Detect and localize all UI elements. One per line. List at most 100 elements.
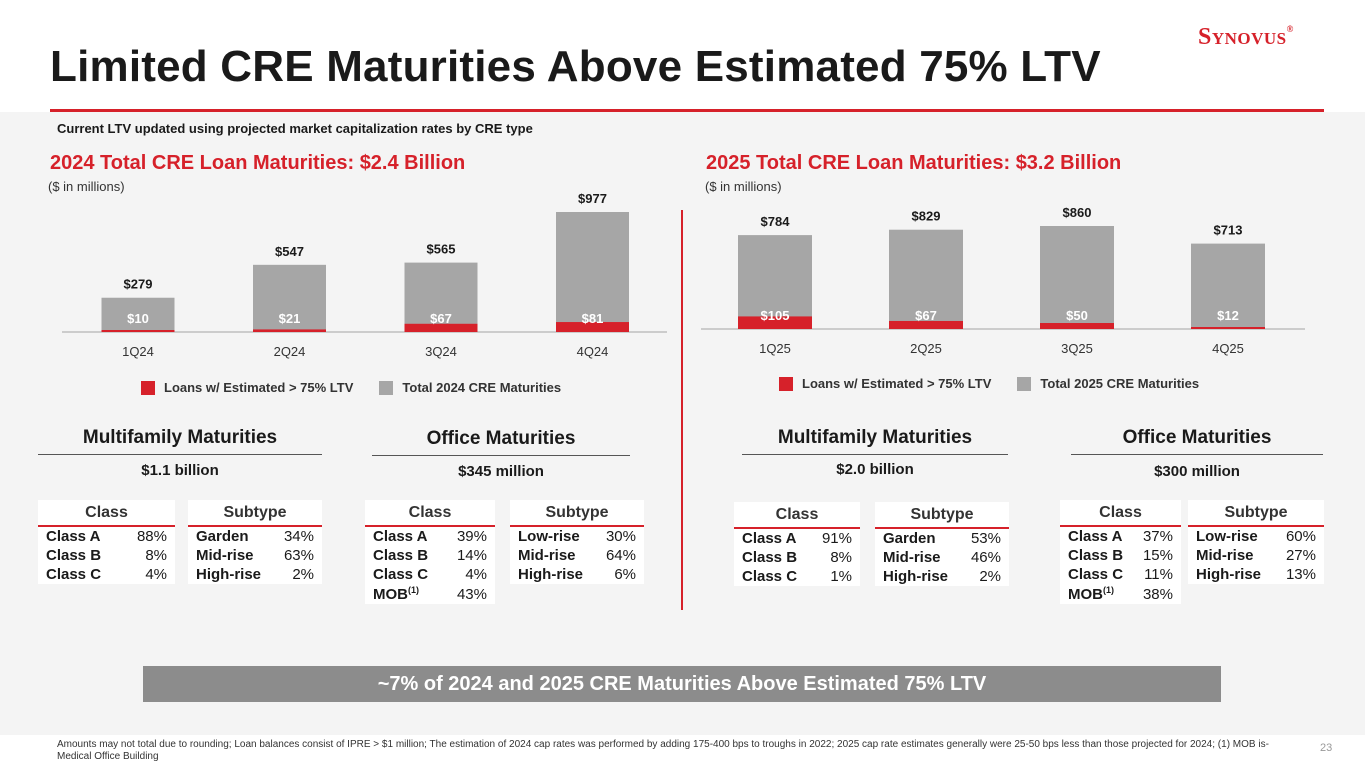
- row-value: 4%: [122, 565, 175, 584]
- row-value: 34%: [274, 526, 322, 546]
- footnote-marker: (1): [1103, 585, 1114, 595]
- total-bar: [1040, 226, 1114, 329]
- table-row: MOB(1) 43%: [365, 584, 495, 604]
- logo-text: Synovus: [1198, 24, 1287, 50]
- table-row: Class A 91%: [734, 528, 860, 548]
- table-row: High-rise 6%: [510, 565, 644, 584]
- office-2024-subtype-table: Subtype Low-rise 30% Mid-rise 64% High-ris…: [510, 500, 644, 584]
- x-tick-label: 3Q25: [1061, 341, 1093, 356]
- legend-swatch-gray: [379, 380, 394, 395]
- row-value: 46%: [961, 548, 1009, 567]
- row-value: 43%: [444, 584, 495, 604]
- office-2025-title: Office Maturities: [1122, 427, 1272, 448]
- row-label: Class B: [365, 546, 445, 565]
- x-tick-label: 4Q24: [577, 344, 609, 359]
- row-value: 39%: [444, 526, 495, 546]
- ltv-data-label: $10: [127, 311, 149, 326]
- footnote: Amounts may not total due to rounding; L…: [57, 739, 1269, 762]
- row-label: MOB(1): [1060, 584, 1135, 604]
- row-value: 63%: [274, 546, 322, 565]
- multifamily-2024-rule: [38, 454, 322, 455]
- row-value: 8%: [122, 546, 175, 565]
- legend-item-gray: Total 2024 CRE Maturities: [379, 380, 561, 395]
- table-row: Mid-rise 27%: [1188, 546, 1324, 565]
- multifamily-2024-title: Multifamily Maturities: [82, 427, 278, 448]
- mob-label: MOB: [373, 586, 408, 603]
- subheading: Current LTV updated using projected mark…: [57, 121, 533, 136]
- ltv-bar: [556, 322, 629, 332]
- office-2024-title: Office Maturities: [426, 428, 576, 449]
- table-row: High-rise 2%: [188, 565, 322, 584]
- multifamily-2025-subtype-table: Subtype Garden 53% Mid-rise 46% High-rise 2…: [875, 502, 1009, 586]
- row-value: 53%: [961, 528, 1009, 548]
- multifamily-2025-title: Multifamily Maturities: [777, 427, 973, 448]
- row-label: Class C: [1060, 565, 1135, 584]
- table-row: Garden 53%: [875, 528, 1009, 548]
- row-label: Class C: [734, 567, 812, 586]
- row-label: Class C: [38, 565, 123, 584]
- total-bar: [101, 297, 175, 332]
- title-rule: [50, 109, 1324, 112]
- row-label: High-rise: [510, 565, 597, 584]
- total-data-label: $279: [124, 277, 153, 292]
- table-row: Class C 4%: [38, 565, 175, 584]
- total-data-label: $713: [1214, 223, 1243, 238]
- multifamily-2025-rule: [742, 454, 1008, 455]
- table-row: Class C 4%: [365, 565, 495, 584]
- office-2024-total: $345 million: [458, 463, 544, 480]
- row-label: Mid-rise: [510, 546, 597, 565]
- legend-swatch-red: [141, 380, 155, 395]
- row-label: Low-rise: [1188, 526, 1276, 546]
- table-row: Mid-rise 64%: [510, 546, 644, 565]
- row-label: High-rise: [1188, 565, 1276, 584]
- class-header: Class: [38, 500, 175, 527]
- row-value: 37%: [1134, 526, 1181, 546]
- table-row: Class A 37%: [1060, 526, 1181, 546]
- office-2025-rule: [1071, 454, 1323, 455]
- office-2025-subtype-table: Subtype Low-rise 60% Mid-rise 27% High-ris…: [1188, 500, 1324, 584]
- table-row: Class B 15%: [1060, 546, 1181, 565]
- row-label: Class A: [38, 526, 123, 546]
- legend-label-gray: Total 2024 CRE Maturities: [402, 380, 562, 395]
- row-value: 1%: [811, 567, 860, 586]
- x-tick-label: 2Q25: [910, 341, 942, 356]
- legend-2025: Loans w/ Estimated > 75% LTV Total 2025 …: [779, 376, 1225, 391]
- row-value: 27%: [1275, 546, 1324, 565]
- synovus-logo: Synovus®: [1198, 24, 1294, 51]
- row-value: 30%: [596, 526, 644, 546]
- table-row: MOB(1) 38%: [1060, 584, 1181, 604]
- row-label: Class A: [734, 528, 812, 548]
- total-bar: [738, 235, 812, 329]
- row-value: 2%: [274, 565, 322, 584]
- x-tick-label: 1Q24: [122, 344, 154, 359]
- chart-2024: $279 $10 1Q24 $547 $21 2Q24 $565 $67 3Q24 $977 $81…: [62, 191, 667, 359]
- ltv-bar: [889, 320, 963, 329]
- total-bar: [253, 264, 326, 332]
- x-tick-label: 1Q25: [759, 341, 791, 356]
- row-label: High-rise: [875, 567, 962, 586]
- ltv-data-label: $50: [1066, 308, 1088, 323]
- total-data-label: $977: [578, 191, 607, 206]
- ltv-data-label: $67: [915, 308, 937, 323]
- class-header: Class: [734, 502, 860, 529]
- total-bar: [404, 262, 478, 332]
- ltv-bar: [1040, 323, 1114, 329]
- row-value: 38%: [1134, 584, 1181, 604]
- ltv-data-label: $21: [279, 311, 301, 326]
- legend-item-red: Loans w/ Estimated > 75% LTV: [141, 380, 353, 395]
- ltv-data-label: $67: [430, 311, 452, 326]
- total-data-label: $829: [912, 209, 941, 224]
- legend-label-red: Loans w/ Estimated > 75% LTV: [802, 376, 992, 391]
- ltv-bar: [101, 330, 175, 332]
- table-row: Class A 88%: [38, 526, 175, 546]
- logo-registered-mark: ®: [1286, 24, 1294, 34]
- panel-2024-units: ($ in millions): [48, 179, 125, 194]
- ltv-data-label: $81: [582, 311, 604, 326]
- panel-divider: [681, 210, 683, 610]
- x-tick-label: 4Q25: [1212, 341, 1244, 356]
- table-row: Class A 39%: [365, 526, 495, 546]
- class-header: Class: [1060, 500, 1181, 527]
- row-value: 64%: [596, 546, 644, 565]
- total-bar: [1191, 243, 1265, 329]
- table-row: Mid-rise 63%: [188, 546, 322, 565]
